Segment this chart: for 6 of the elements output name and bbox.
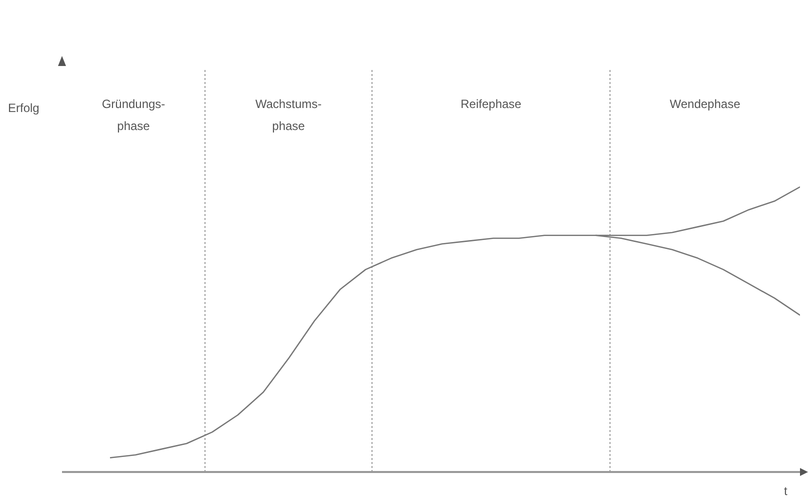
text: Erfolg	[8, 101, 40, 115]
x-axis-title: t	[784, 484, 788, 498]
text: Gründungs-phase	[102, 97, 166, 133]
text: Reifephase	[460, 97, 522, 111]
text: Wachstums-phase	[255, 97, 322, 133]
text: Wendephase	[670, 97, 741, 111]
